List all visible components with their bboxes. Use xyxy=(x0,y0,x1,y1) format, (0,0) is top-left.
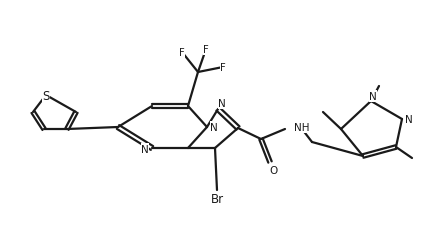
Text: N: N xyxy=(369,92,377,101)
Text: O: O xyxy=(269,165,277,175)
Text: F: F xyxy=(203,45,209,55)
Text: S: S xyxy=(42,89,50,102)
Text: N: N xyxy=(141,144,149,154)
Text: NH: NH xyxy=(294,122,309,132)
Text: F: F xyxy=(220,63,226,73)
Text: Br: Br xyxy=(211,193,224,206)
Text: F: F xyxy=(179,48,185,58)
Text: N: N xyxy=(405,114,413,124)
Text: N: N xyxy=(210,122,218,132)
Text: N: N xyxy=(218,99,226,109)
